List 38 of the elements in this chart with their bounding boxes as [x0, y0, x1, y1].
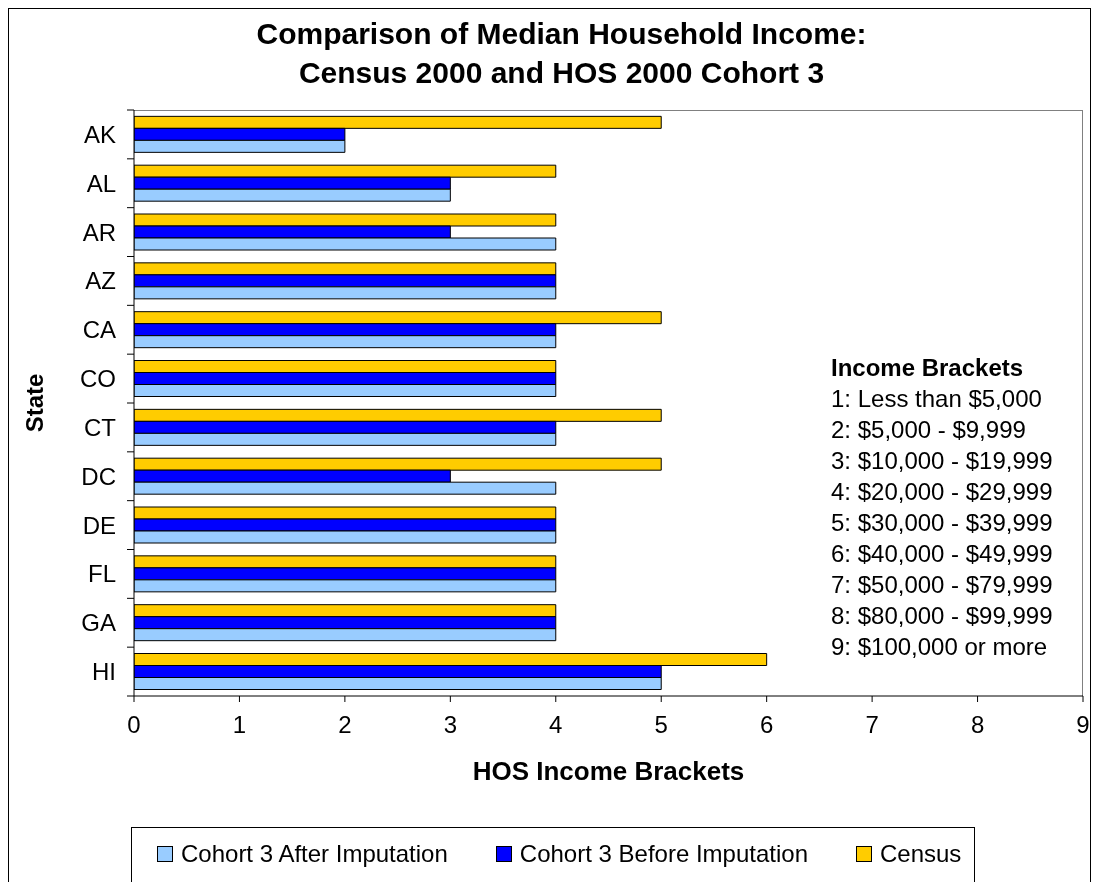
annotation: 5: $30,000 - $39,999 [831, 509, 1053, 536]
y-tick-label: DE [82, 511, 116, 539]
annotation: 4: $20,000 - $29,999 [831, 478, 1053, 505]
y-tick-label: FL [87, 560, 116, 588]
annotation: Income Brackets [831, 354, 1024, 381]
y-axis-title: State [21, 373, 48, 433]
x-axis-title: HOS Income Brackets [472, 756, 745, 786]
annotation: 3: $10,000 - $19,999 [831, 447, 1053, 474]
annotation: 2: $5,000 - $9,999 [831, 416, 1026, 443]
x-tick-label: 2 [338, 711, 352, 739]
y-tick-label: CO [80, 365, 116, 393]
legend-label: Cohort 3 After Imputation [181, 840, 448, 868]
y-tick-label: HI [92, 658, 116, 686]
x-tick-label: 3 [443, 711, 458, 739]
x-tick-label: 9 [1076, 711, 1090, 739]
chart-title: Comparison of Median Household Income: Census 2000 and HOS 2000 Cohort 3 [256, 17, 867, 89]
y-tick-label: AZ [85, 267, 116, 295]
annotation: 9: $100,000 or more [831, 633, 1048, 660]
y-tick-label: CT [84, 413, 117, 441]
y-tick-label: AL [86, 169, 116, 197]
x-tick-label: 7 [865, 711, 879, 739]
x-tick-label: 4 [549, 711, 563, 739]
legend-label: Cohort 3 Before Imputation [519, 840, 808, 868]
legend-label: Census [879, 840, 962, 868]
x-tick-label: 8 [970, 711, 985, 739]
y-tick-label: GA [81, 609, 116, 637]
y-tick-label: AR [82, 218, 116, 246]
x-tick-label: 0 [127, 711, 141, 739]
annotation: 8: $80,000 - $99,999 [831, 602, 1053, 629]
y-tick-label: CA [82, 316, 116, 344]
x-tick-label: 6 [759, 711, 774, 739]
annotation: 6: $40,000 - $49,999 [831, 540, 1053, 567]
x-tick-label: 1 [232, 711, 247, 739]
x-tick-label: 5 [654, 711, 668, 739]
annotation: 1: Less than $5,000 [831, 385, 1042, 412]
y-tick-label: AK [83, 120, 116, 148]
y-tick-label: DC [81, 462, 116, 490]
annotation: 7: $50,000 - $79,999 [831, 571, 1053, 598]
